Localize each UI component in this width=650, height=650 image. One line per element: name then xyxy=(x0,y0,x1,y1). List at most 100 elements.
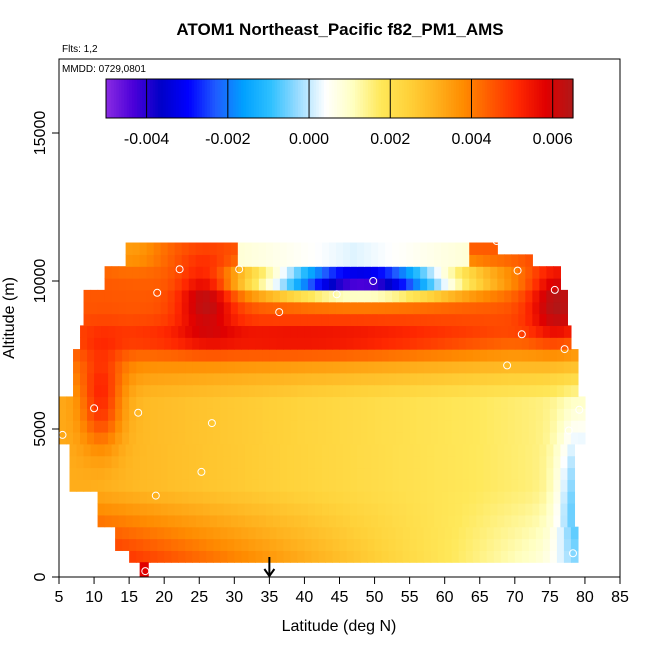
heatmap-cell xyxy=(129,396,137,409)
heatmap-cell xyxy=(476,514,484,528)
heatmap-cell xyxy=(335,479,344,492)
colorbar-swatch xyxy=(165,79,169,118)
colorbar-swatch xyxy=(565,79,569,118)
heatmap-cell xyxy=(360,372,369,386)
heatmap-cell xyxy=(216,503,225,516)
heatmap-cell xyxy=(514,538,523,551)
heatmap-cell xyxy=(486,408,495,421)
heatmap-cell xyxy=(146,443,155,457)
heatmap-cell xyxy=(269,360,277,374)
heatmap-cell xyxy=(483,278,491,291)
heatmap-cell xyxy=(185,396,193,409)
heatmap-cell xyxy=(213,420,221,433)
heatmap-cell xyxy=(174,455,183,469)
colorbar-swatch xyxy=(528,79,533,118)
heatmap-cell xyxy=(514,431,523,445)
colorbar-swatch xyxy=(259,79,263,118)
heatmap-cell xyxy=(174,289,183,303)
colorbar-swatch xyxy=(521,79,525,118)
heatmap-cell xyxy=(497,443,505,457)
heatmap-cell xyxy=(181,503,190,516)
heatmap-cell xyxy=(525,443,533,457)
heatmap-cell xyxy=(230,514,239,528)
heatmap-cell xyxy=(546,443,554,457)
heatmap-cell xyxy=(104,479,113,492)
heatmap-cell xyxy=(381,349,390,362)
heatmap-cell xyxy=(518,455,526,469)
colorbar-swatch xyxy=(176,79,180,118)
heatmap-cell xyxy=(157,538,165,551)
colorbar-swatch xyxy=(168,79,172,118)
heatmap-cell xyxy=(237,491,246,504)
heatmap-cell xyxy=(111,503,120,516)
heatmap-cell xyxy=(542,396,551,409)
heatmap-cell xyxy=(339,325,348,338)
heatmap-cell xyxy=(209,514,218,528)
heatmap-cell xyxy=(560,479,568,492)
heatmap-cell xyxy=(385,479,393,492)
heatmap-cell xyxy=(462,266,470,279)
heatmap-cell xyxy=(399,313,407,326)
heatmap-cell xyxy=(371,479,379,492)
heatmap-cell xyxy=(269,526,277,540)
heatmap-cell xyxy=(290,372,299,386)
heatmap-cell xyxy=(444,420,453,433)
heatmap-cell xyxy=(437,431,446,445)
x-tick-label: 40 xyxy=(296,589,314,606)
heatmap-cell xyxy=(451,550,460,563)
heatmap-cell xyxy=(465,360,474,374)
heatmap-cell xyxy=(185,408,193,421)
colorbar-swatch xyxy=(456,79,460,118)
heatmap-cell xyxy=(255,431,263,445)
heatmap-cell xyxy=(455,289,463,303)
heatmap-cell xyxy=(528,408,537,421)
heatmap-cell xyxy=(416,408,425,421)
heatmap-cell xyxy=(490,479,498,492)
heatmap-cell xyxy=(455,242,463,255)
heatmap-cell xyxy=(458,325,467,338)
heatmap-cell xyxy=(101,431,109,445)
heatmap-cell xyxy=(472,384,481,398)
heatmap-cell xyxy=(367,325,376,338)
heatmap-cell xyxy=(76,443,85,457)
heatmap-cell xyxy=(286,455,295,469)
heatmap-cell xyxy=(420,443,428,457)
heatmap-cell xyxy=(339,526,348,540)
heatmap-cell xyxy=(97,514,106,528)
heatmap-cell xyxy=(192,360,200,374)
heatmap-cell xyxy=(258,266,267,279)
heatmap-cell xyxy=(420,479,428,492)
heatmap-cell xyxy=(465,420,474,433)
colorbar-swatch xyxy=(108,79,112,118)
heatmap-cell xyxy=(178,408,186,421)
heatmap-cell xyxy=(286,467,295,480)
heatmap-cell xyxy=(283,325,292,338)
heatmap-cell xyxy=(420,514,428,528)
heatmap-cell xyxy=(570,408,579,421)
heatmap-cell xyxy=(325,384,334,398)
heatmap-cell xyxy=(434,266,442,279)
heatmap-cell xyxy=(80,431,88,445)
heatmap-cell xyxy=(570,349,579,362)
heatmap-cell xyxy=(251,301,260,315)
heatmap-cell xyxy=(343,503,351,516)
heatmap-cell xyxy=(371,242,379,255)
heatmap-cell xyxy=(321,254,330,267)
heatmap-cell xyxy=(511,491,519,504)
heatmap-cell xyxy=(171,526,179,540)
heatmap-cell xyxy=(265,242,274,255)
heatmap-cell xyxy=(434,479,442,492)
heatmap-cell xyxy=(83,479,92,492)
colorbar-swatch xyxy=(352,79,356,118)
heatmap-cell xyxy=(230,503,239,516)
heatmap-cell xyxy=(286,266,295,279)
heatmap-cell xyxy=(234,538,242,551)
heatmap-cell xyxy=(94,420,102,433)
heatmap-cell xyxy=(230,301,239,315)
heatmap-cell xyxy=(286,301,295,315)
heatmap-cell xyxy=(521,550,530,563)
heatmap-cell xyxy=(297,325,306,338)
heatmap-cell xyxy=(146,242,155,255)
heatmap-cell xyxy=(185,550,193,563)
heatmap-cell xyxy=(497,455,505,469)
